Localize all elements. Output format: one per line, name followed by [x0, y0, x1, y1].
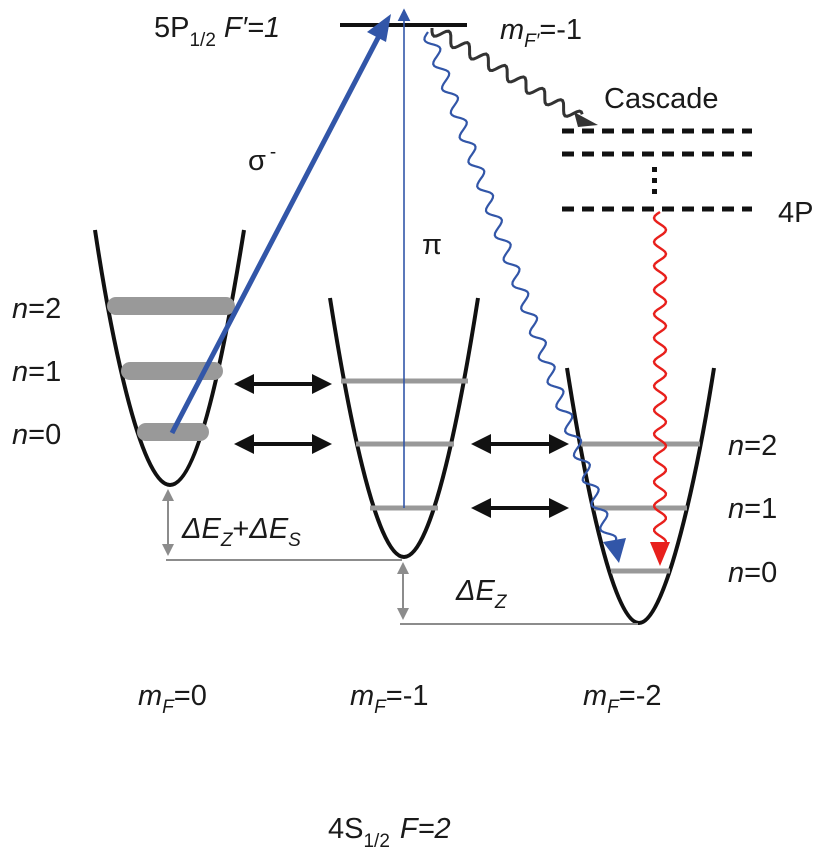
left-level-labels: n=2 n=1 n=0 [12, 293, 61, 451]
sigma-arrowhead [367, 14, 391, 42]
excited-sublevel-label: mF′=-1 [500, 14, 582, 52]
blue-decay-wave [423, 31, 618, 544]
left-label-n2: n=2 [12, 293, 61, 325]
right-label-n0: n=0 [728, 557, 777, 589]
double-arrow-right-bottom [471, 498, 569, 518]
mf-label-0: mF=0 [138, 680, 207, 718]
intermediate-level-label: 4P [778, 197, 813, 229]
ellipsis-dots [652, 167, 657, 194]
left-label-n1: n=1 [12, 356, 61, 388]
sigma-label: σ- [248, 142, 276, 177]
energy-gap-left: ΔEZ+ΔES [162, 489, 402, 561]
right-level-labels: n=2 n=1 n=0 [728, 430, 777, 589]
red-decay-wave [652, 211, 668, 546]
right-label-n2: n=2 [728, 430, 777, 462]
red-decay-arrowhead [650, 542, 670, 566]
sigma-transition-line [169, 32, 383, 435]
right-label-n1: n=1 [728, 493, 777, 525]
coupling-arrows [234, 374, 569, 518]
energy-gap-left-label: ΔEZ+ΔES [181, 513, 301, 551]
energy-gap-right-label: ΔEZ [455, 575, 508, 613]
cascade-arrowhead [574, 112, 598, 127]
cascade-decay-wave [430, 28, 584, 118]
mf-label-minus1: mF=-1 [350, 680, 429, 718]
potential-well-mf-2 [565, 367, 716, 626]
mf-label-minus2: mF=-2 [583, 680, 662, 718]
double-arrow-right-top [471, 434, 569, 454]
pi-label: π [422, 229, 442, 261]
potential-well-mf0 [93, 229, 246, 488]
left-label-n0: n=0 [12, 419, 61, 451]
excited-state-label: 5P1/2 F′=1 [154, 12, 280, 51]
blue-decay-arrowhead [603, 538, 626, 563]
ground-state-label: 4S1/2 F=2 [328, 813, 451, 852]
energy-gap-right: ΔEZ [397, 562, 638, 625]
cascade-label: Cascade [604, 83, 718, 115]
double-arrow-left-top [234, 374, 332, 394]
potential-well-mf-1 [328, 297, 480, 560]
double-arrow-left-bottom [234, 434, 332, 454]
